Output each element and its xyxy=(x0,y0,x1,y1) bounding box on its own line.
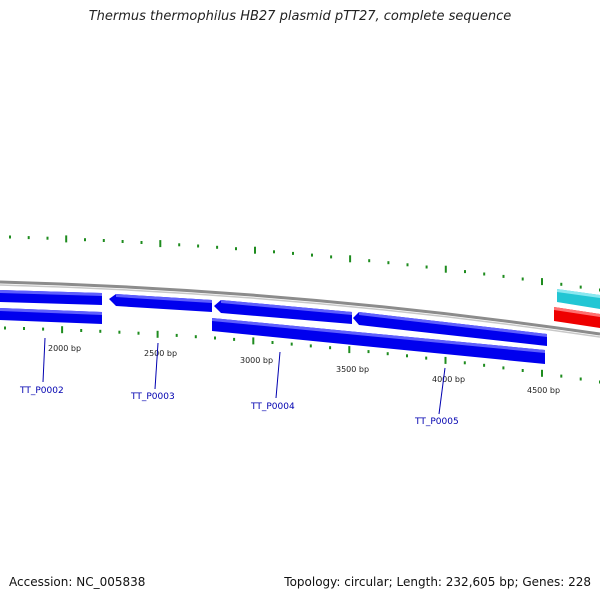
plasmid-backbone xyxy=(0,280,600,336)
map-title: Thermus thermophilus HB27 plasmid pTT27,… xyxy=(88,9,512,24)
position-label-2500: 2500 bp xyxy=(144,349,177,358)
position-label-4500: 4500 bp xyxy=(527,386,560,395)
position-label-3000: 3000 bp xyxy=(240,356,273,365)
gene-arrow-tt-p0004[interactable] xyxy=(214,300,352,324)
inner-tick-ring xyxy=(4,326,600,384)
red-feature-highlight xyxy=(554,307,600,317)
gene-block-lower-2[interactable] xyxy=(212,318,545,364)
position-label-3500: 3500 bp xyxy=(336,365,369,374)
gene-label-tt-p0004[interactable]: TT_P0004 xyxy=(250,402,295,412)
position-label-4000: 4000 bp xyxy=(432,375,465,384)
position-label-2000: 2000 bp xyxy=(48,344,81,353)
gene-label-tt-p0003[interactable]: TT_P0003 xyxy=(130,392,175,402)
gene-arrow-tt-p0005[interactable] xyxy=(353,312,547,346)
cyan-feature-highlight xyxy=(557,289,600,298)
gene-label-tt-p0002[interactable]: TT_P0002 xyxy=(19,386,64,396)
accession-text: Accession: NC_005838 xyxy=(9,575,146,589)
gene-label-lines xyxy=(42,337,446,415)
gene-highlights xyxy=(0,290,547,353)
plasmid-backbone-shadow xyxy=(0,284,600,338)
sequence-summary-text: Topology: circular; Length: 232,605 bp; … xyxy=(284,575,591,589)
outer-tick-ring xyxy=(9,235,600,292)
gene-label-tt-p0005[interactable]: TT_P0005 xyxy=(414,417,459,427)
